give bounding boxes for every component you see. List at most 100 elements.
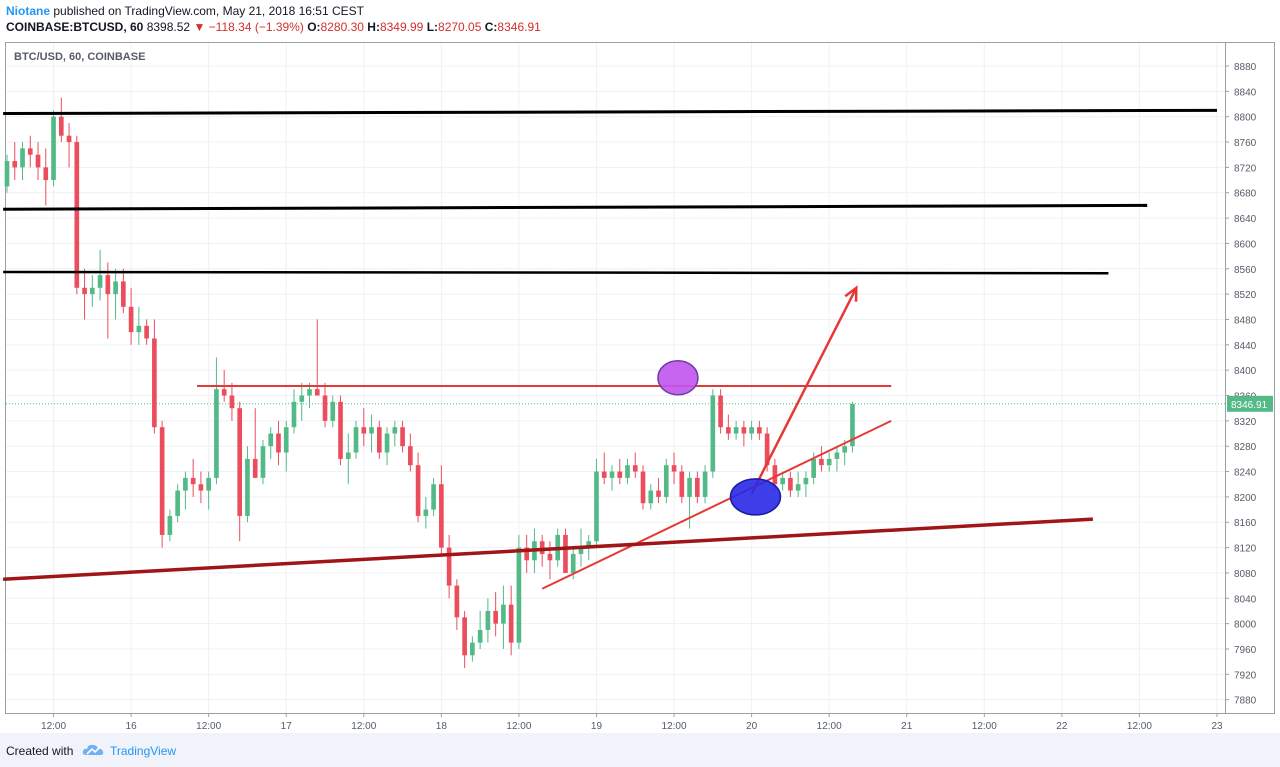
low-value: 8270.05 <box>438 20 482 34</box>
candle-body <box>772 465 778 485</box>
candle-body <box>245 458 250 516</box>
price-change: −118.34 (−1.39%) <box>208 20 304 34</box>
high-value: 8349.99 <box>379 20 424 34</box>
candle-body <box>392 427 398 434</box>
candle-body <box>594 471 599 542</box>
candle-body <box>454 585 460 618</box>
candle <box>780 471 785 491</box>
candle <box>850 401 855 453</box>
price-axis[interactable] <box>1225 42 1275 714</box>
y-tick-label: 8680 <box>1234 189 1257 200</box>
candle <box>369 414 374 453</box>
candle <box>702 465 708 504</box>
candle-body <box>229 395 235 409</box>
x-tick-label: 12:00 <box>1127 721 1152 732</box>
chart-pane[interactable] <box>5 42 1226 714</box>
y-tick-label: 8320 <box>1234 417 1257 428</box>
candle <box>470 636 475 662</box>
candle-body <box>43 167 49 181</box>
candle-body <box>128 306 134 333</box>
candle-body <box>12 161 18 168</box>
candle-body <box>764 433 770 466</box>
y-tick-label: 8760 <box>1234 138 1257 149</box>
candle <box>51 110 56 187</box>
candle <box>345 433 351 485</box>
header: Niotane published on TradingView.com, Ma… <box>0 0 1280 40</box>
footer: Created with TradingView <box>0 733 1280 767</box>
resistance-touch-ellipse[interactable] <box>657 360 699 396</box>
candle-body <box>570 553 576 573</box>
candle-body <box>539 541 545 554</box>
candle-body <box>27 148 33 155</box>
candle <box>260 439 266 485</box>
candle <box>718 389 723 434</box>
author-link[interactable]: Niotane <box>6 4 51 18</box>
candle-body <box>749 427 754 434</box>
resistance-line[interactable] <box>3 270 1109 275</box>
candle <box>757 420 762 440</box>
candle-body <box>710 395 716 472</box>
drawings <box>3 108 1218 590</box>
resistance-line[interactable] <box>3 108 1218 116</box>
candle <box>826 452 832 472</box>
x-tick-label: 12:00 <box>662 721 687 732</box>
y-tick-label: 8800 <box>1234 113 1257 124</box>
x-tick-label: 23 <box>1211 721 1223 732</box>
candle-body <box>694 477 700 497</box>
candle <box>819 446 824 472</box>
candle <box>501 585 506 649</box>
candlestick-chart[interactable]: 7880 7920 7960 8000 8040 8080 8120 8160 8200 8240… <box>0 0 1280 733</box>
close-label: C: <box>484 20 498 34</box>
candle <box>408 433 413 472</box>
candle-body <box>400 427 405 447</box>
candle <box>245 446 250 523</box>
candle <box>206 471 211 510</box>
candle-body <box>609 471 615 478</box>
candle <box>4 154 10 193</box>
x-tick-label: 12:00 <box>506 721 531 732</box>
candle-body <box>431 484 436 510</box>
candle <box>663 458 669 504</box>
y-tick-label: 8280 <box>1234 442 1257 453</box>
candle-body <box>423 509 429 516</box>
candle <box>648 484 654 510</box>
candle-body <box>74 142 80 288</box>
arrow-head-icon[interactable] <box>844 285 858 302</box>
high-label: H: <box>367 20 380 34</box>
x-tick-label: 12:00 <box>351 721 376 732</box>
candle <box>58 97 64 143</box>
trend-line[interactable] <box>541 419 892 590</box>
symbol-label: COINBASE:BTCUSD, 60 <box>6 20 144 34</box>
candle <box>361 408 367 447</box>
candle <box>183 471 188 510</box>
arrow-shaft[interactable] <box>750 287 858 495</box>
last-price-badge-label: 8346.91 <box>1231 400 1268 411</box>
resistance-line[interactable] <box>3 203 1148 211</box>
support-touch-ellipse[interactable] <box>729 478 782 516</box>
candle <box>314 319 320 396</box>
candle <box>834 446 840 472</box>
support-trend-line[interactable] <box>3 517 1093 582</box>
candle-body <box>501 604 506 624</box>
x-tick-label: 18 <box>436 721 448 732</box>
candle-body <box>214 389 219 478</box>
tradingview-link[interactable]: TradingView <box>110 744 177 758</box>
candle-body <box>803 477 809 485</box>
candle <box>594 458 599 548</box>
candle-body <box>446 547 452 586</box>
candle <box>733 420 739 440</box>
candle <box>136 306 142 345</box>
candle-body <box>547 553 553 561</box>
candle <box>656 477 661 504</box>
candle-body <box>788 477 793 491</box>
ohlc-line: COINBASE:BTCUSD, 60 8398.52 ▼ −118.34 (−… <box>6 20 541 34</box>
candle-body <box>361 427 367 434</box>
x-tick-label: 16 <box>126 721 138 732</box>
candle-body <box>648 490 654 504</box>
candle-body <box>811 458 816 478</box>
candle <box>795 471 801 497</box>
candle <box>268 427 274 459</box>
candle <box>741 420 747 447</box>
candle-body <box>314 389 320 396</box>
candle <box>338 395 343 466</box>
